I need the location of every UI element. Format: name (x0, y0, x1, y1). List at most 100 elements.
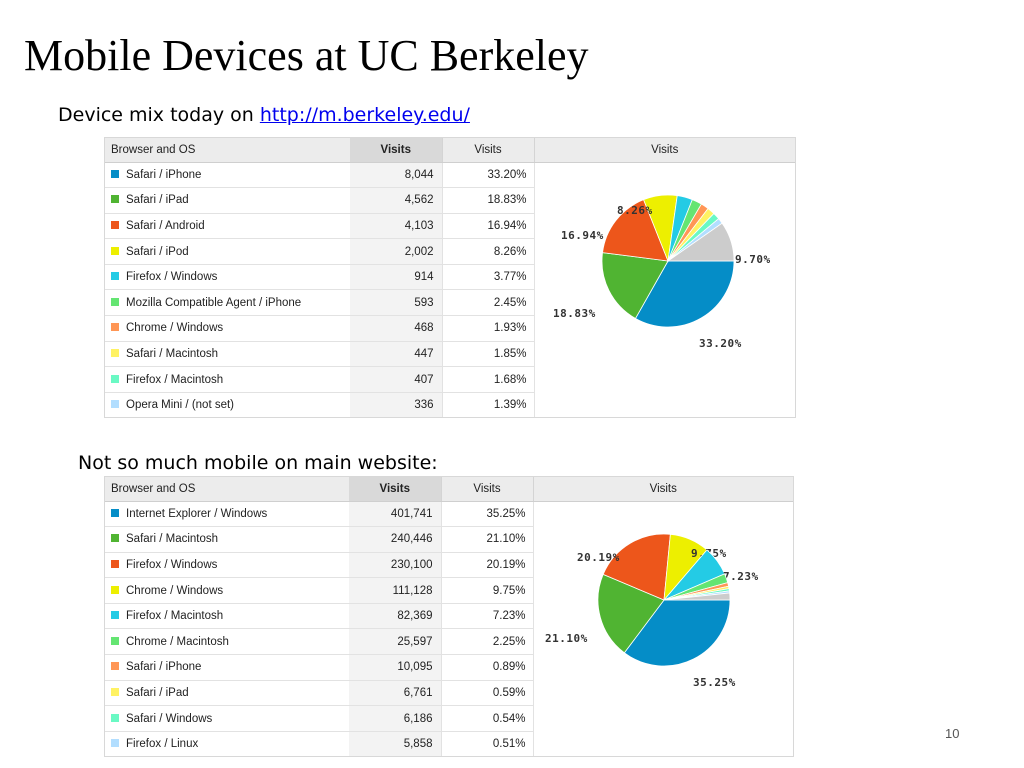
pie-slice[interactable] (634, 260, 735, 328)
row-label[interactable]: Safari / iPhone (126, 168, 202, 181)
visits-cell: 25,597 (349, 628, 441, 656)
col-header-visits-pct[interactable]: Visits (441, 138, 534, 163)
pie-slice[interactable] (666, 222, 735, 262)
row-label[interactable]: Internet Explorer / Windows (126, 507, 268, 520)
table-row[interactable]: Safari / Macintosh 240,446 21.10% (105, 526, 793, 553)
table-row[interactable]: Chrome / Windows 468 1.93% (105, 315, 795, 342)
row-label-cell: Safari / iPod (105, 238, 350, 265)
table-row[interactable]: Firefox / Windows 914 3.77% (105, 264, 795, 291)
legend-swatch-icon (111, 534, 119, 543)
pie-slice[interactable] (602, 533, 671, 601)
row-label[interactable]: Safari / iPhone (126, 661, 202, 674)
row-label[interactable]: Firefox / Macintosh (126, 373, 224, 386)
table-row[interactable]: Firefox / Macintosh 407 1.68% (105, 366, 795, 393)
legend-swatch-icon (111, 169, 119, 178)
visits-pct-cell: 33.20% (441, 162, 534, 189)
col-header-visits[interactable]: Visits (350, 138, 442, 163)
row-label-cell: Chrome / Windows (105, 315, 350, 342)
table-row[interactable]: Safari / iPhone 10,095 0.89% (105, 654, 793, 681)
pie-slice[interactable] (602, 199, 669, 262)
table-row[interactable]: Safari / iPad 6,761 0.59% (105, 680, 793, 707)
legend-swatch-icon (111, 272, 119, 281)
pie-slice-label: 7.23% (723, 570, 759, 583)
row-label-cell: Chrome / Macintosh (105, 628, 349, 656)
row-label[interactable]: Safari / iPad (126, 194, 189, 207)
legend-swatch-icon (111, 508, 119, 517)
row-label-cell: Firefox / Linux (105, 731, 349, 756)
section1-pie-chart: 33.20% 18.83% 16.94% 8.26% 9.70% (553, 194, 770, 350)
row-label-cell: Safari / iPhone (105, 162, 350, 189)
row-label[interactable]: Safari / Macintosh (126, 533, 219, 546)
legend-swatch-icon (111, 739, 119, 748)
table-row[interactable]: Opera Mini / (not set) 336 1.39% (105, 392, 795, 417)
table-row[interactable]: Safari / Android 4,103 16.94% (105, 213, 795, 240)
row-label[interactable]: Safari / Android (126, 219, 205, 232)
mobile-site-link[interactable]: http://m.berkeley.edu/ (259, 104, 470, 126)
pie-slice[interactable] (623, 599, 731, 667)
row-label[interactable]: Safari / Windows (126, 712, 213, 725)
col-header-browser-os[interactable]: Browser and OS (105, 138, 350, 163)
row-label-cell: Mozilla Compatible Agent / iPhone (105, 289, 350, 317)
row-label-cell: Safari / iPad (105, 187, 350, 214)
col-header-visits-pct[interactable]: Visits (440, 477, 533, 502)
table-row[interactable]: Firefox / Windows 230,100 20.19% (105, 552, 793, 579)
row-label[interactable]: Safari / iPod (126, 245, 189, 258)
legend-swatch-icon (111, 246, 119, 255)
row-label[interactable]: Opera Mini / (not set) (126, 399, 235, 412)
row-label-cell: Firefox / Macintosh (105, 366, 350, 393)
row-label-cell: Safari / iPad (105, 680, 349, 707)
table-row[interactable]: Firefox / Macintosh 82,369 7.23% (105, 603, 793, 630)
col-header-browser-os[interactable]: Browser and OS (105, 477, 349, 502)
legend-swatch-icon (111, 559, 119, 568)
visits-pct-cell: 16.94% (441, 213, 534, 240)
visits-pct-cell: 7.23% (440, 603, 533, 630)
pie-slice[interactable] (601, 252, 669, 319)
table-row[interactable]: Safari / Macintosh 447 1.85% (105, 341, 795, 368)
row-label-cell: Safari / Windows (105, 705, 349, 732)
section2-report-panel: Browser and OS Visits Visits Visits Inte… (104, 476, 794, 757)
row-label[interactable]: Firefox / Linux (126, 738, 199, 751)
row-label-cell: Firefox / Macintosh (105, 603, 349, 630)
legend-swatch-icon (111, 374, 119, 383)
visits-cell: 111,128 (349, 577, 441, 604)
legend-swatch-icon (111, 662, 119, 671)
visits-cell: 6,761 (349, 680, 441, 707)
pie-slice[interactable] (597, 573, 665, 654)
visits-cell: 230,100 (349, 552, 441, 579)
row-label[interactable]: Firefox / Windows (126, 558, 218, 571)
row-label[interactable]: Chrome / Windows (126, 584, 224, 597)
visits-pct-cell: 3.77% (441, 264, 534, 291)
row-label[interactable]: Firefox / Macintosh (126, 610, 224, 623)
visits-pct-cell: 9.75% (440, 577, 533, 604)
page-number: 10 (945, 726, 960, 741)
col-header-visits[interactable]: Visits (349, 477, 441, 502)
table-row[interactable]: Safari / iPad 4,562 18.83% (105, 187, 795, 214)
row-label[interactable]: Firefox / Windows (126, 271, 218, 284)
row-label-cell: Firefox / Windows (105, 552, 349, 579)
pie-slice[interactable] (663, 592, 731, 601)
table-row[interactable]: Safari / iPhone 8,044 33.20% (105, 162, 795, 417)
visits-cell: 10,095 (349, 654, 441, 681)
table-row[interactable]: Firefox / Linux 5,858 0.51% (105, 731, 793, 756)
visits-pct-cell: 1.93% (441, 315, 534, 342)
row-label[interactable]: Safari / Macintosh (126, 347, 219, 360)
row-label[interactable]: Chrome / Macintosh (126, 635, 229, 648)
col-header-visits-chart[interactable]: Visits (533, 138, 795, 163)
table-row[interactable]: Safari / iPod 2,002 8.26% (105, 238, 795, 265)
section1-report-panel: Browser and OS Visits Visits Visits Safa… (104, 137, 796, 418)
table-row[interactable]: Safari / Windows 6,186 0.54% (105, 705, 793, 732)
row-label[interactable]: Mozilla Compatible Agent / iPhone (126, 296, 302, 309)
visits-cell: 407 (350, 366, 442, 393)
row-label[interactable]: Chrome / Windows (126, 322, 224, 335)
row-label[interactable]: Safari / iPad (126, 686, 189, 699)
row-label-cell: Chrome / Windows (105, 577, 349, 604)
table-row[interactable]: Mozilla Compatible Agent / iPhone 593 2.45… (105, 289, 795, 317)
table-row[interactable]: Chrome / Windows 111,128 9.75% (105, 577, 793, 604)
visits-cell: 8,044 (350, 162, 442, 189)
pie-slice-label: 18.83% (553, 307, 596, 320)
legend-swatch-icon (111, 713, 119, 722)
section2-caption: Not so much mobile on main website: (78, 452, 438, 474)
table-row[interactable]: Chrome / Macintosh 25,597 2.25% (105, 628, 793, 656)
pie-slice-label: 33.20% (699, 337, 742, 350)
col-header-visits-chart[interactable]: Visits (532, 477, 793, 502)
